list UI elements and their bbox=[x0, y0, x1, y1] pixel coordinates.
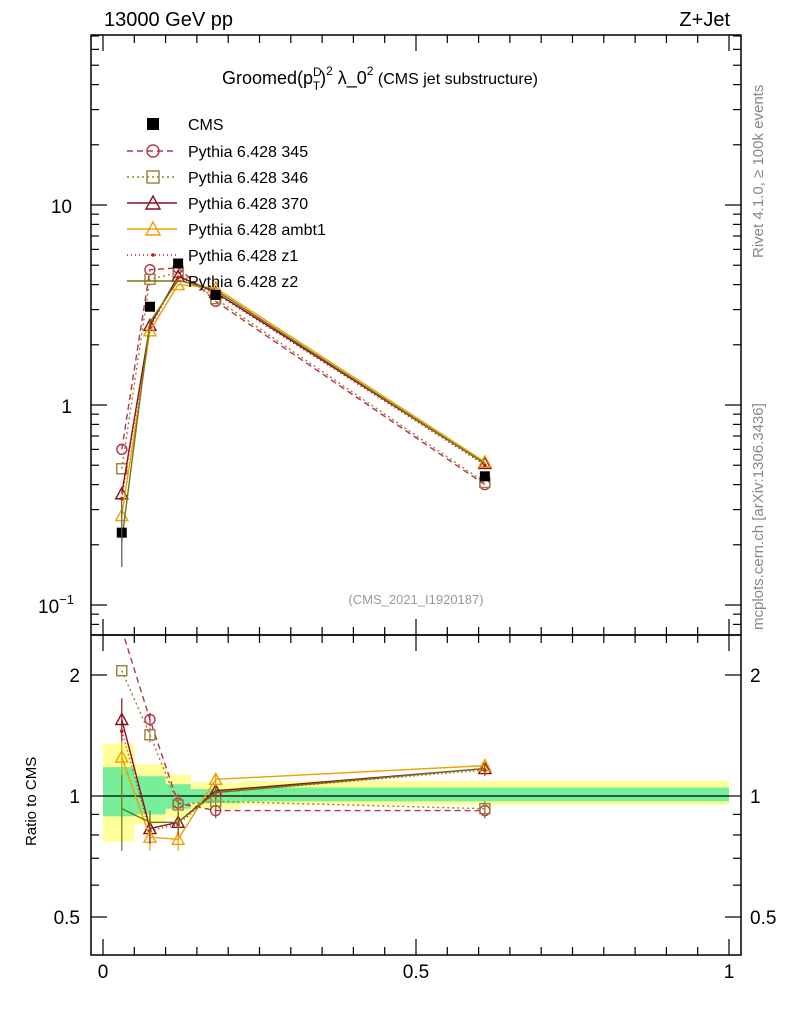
series-3-point bbox=[142, 323, 158, 337]
series-4-point bbox=[176, 275, 180, 280]
ratio-3-point bbox=[208, 771, 223, 786]
main-series-lines bbox=[114, 258, 493, 567]
legend-label-cms: CMS bbox=[188, 117, 224, 134]
ratio-0-point bbox=[117, 624, 127, 634]
ratio-0-point bbox=[144, 713, 156, 726]
cms-data-point bbox=[210, 289, 221, 300]
ratio-1-point bbox=[144, 729, 156, 741]
cms-data-point bbox=[144, 301, 155, 312]
series-line-1 bbox=[121, 271, 486, 484]
series-2-point bbox=[477, 456, 493, 470]
analysis-id-label: (CMS_2021_I1920187) bbox=[348, 592, 483, 607]
ratio-tick-label-right-1: 1 bbox=[750, 787, 761, 808]
legend-marker-3 bbox=[144, 220, 162, 236]
series-1-point bbox=[144, 273, 156, 286]
y-tick-label-0.1: 10−1 bbox=[38, 592, 74, 618]
y-tick-label-1: 1 bbox=[61, 397, 72, 418]
ratio-uncertainty-bands bbox=[103, 743, 729, 842]
x-tick-label-1: 1 bbox=[724, 962, 735, 983]
ratio-3-point bbox=[170, 831, 186, 846]
legend-label-0: Pythia 6.428 345 bbox=[188, 144, 308, 161]
legend-label-2: Pythia 6.428 370 bbox=[188, 196, 308, 213]
axis-ticks bbox=[91, 35, 741, 955]
ratio-tick-label-2: 2 bbox=[69, 666, 80, 687]
ratio-1-point bbox=[479, 802, 491, 815]
header-energy: 13000 GeV pp bbox=[104, 9, 233, 31]
series-line-0 bbox=[121, 267, 486, 486]
ratio-3-point bbox=[114, 749, 129, 763]
ratio-series-lines bbox=[114, 624, 493, 851]
cms-data-point bbox=[173, 258, 184, 269]
legend-cms-marker bbox=[147, 118, 159, 130]
x-tick-label-0.5: 0.5 bbox=[403, 962, 429, 983]
chart-title: Groomed(pD T)2 λ_02 (CMS jet substructure… bbox=[222, 64, 538, 93]
series-line-5 bbox=[121, 279, 486, 541]
ratio-tick-label-0.5: 0.5 bbox=[54, 908, 80, 929]
ratio-clip-group bbox=[114, 624, 493, 851]
ratio-y-axis-label: Ratio to CMS bbox=[23, 757, 40, 846]
series-line-3 bbox=[121, 283, 486, 516]
legend: CMS Pythia 6.428 345 Pythia 6.428 346 Pythi… bbox=[127, 117, 326, 291]
legend-label-4: Pythia 6.428 z1 bbox=[188, 248, 298, 265]
series-line-2 bbox=[121, 275, 486, 494]
legend-label-1: Pythia 6.428 346 bbox=[188, 170, 308, 187]
y-tick-label-10: 10 bbox=[51, 197, 72, 218]
band-inner bbox=[103, 767, 135, 817]
ratio-2-point bbox=[114, 712, 129, 726]
ratio-tick-label-right-0.5: 0.5 bbox=[750, 908, 776, 929]
series-line-4 bbox=[121, 276, 486, 499]
ratio-tick-label-1: 1 bbox=[69, 787, 80, 808]
legend-marker-1 bbox=[146, 170, 160, 184]
band-inner bbox=[134, 776, 166, 815]
series-1-point bbox=[116, 463, 128, 475]
legend-marker-4 bbox=[151, 253, 155, 257]
legend-label-3: Pythia 6.428 ambt1 bbox=[188, 222, 326, 239]
side-mcplots-text: mcplots.cern.ch [arXiv:1306.3436] bbox=[750, 403, 767, 630]
series-0-point bbox=[116, 443, 128, 456]
legend-marker-0 bbox=[146, 144, 160, 158]
legend-label-5: Pythia 6.428 z2 bbox=[188, 274, 298, 291]
cms-data-point bbox=[479, 471, 490, 482]
legend-marker-2 bbox=[144, 194, 162, 210]
ratio-4-point bbox=[119, 729, 124, 733]
side-rivet-text: Rivet 4.1.0, ≥ 100k events bbox=[750, 85, 767, 258]
header-process: Z+Jet bbox=[679, 9, 730, 31]
series-4-point bbox=[483, 463, 487, 468]
ratio-tick-label-right-2: 2 bbox=[750, 666, 761, 687]
ratio-1-point bbox=[116, 664, 128, 677]
ratio-1-point bbox=[172, 799, 184, 811]
x-tick-label-0: 0 bbox=[98, 962, 109, 983]
band-inner bbox=[240, 787, 729, 802]
